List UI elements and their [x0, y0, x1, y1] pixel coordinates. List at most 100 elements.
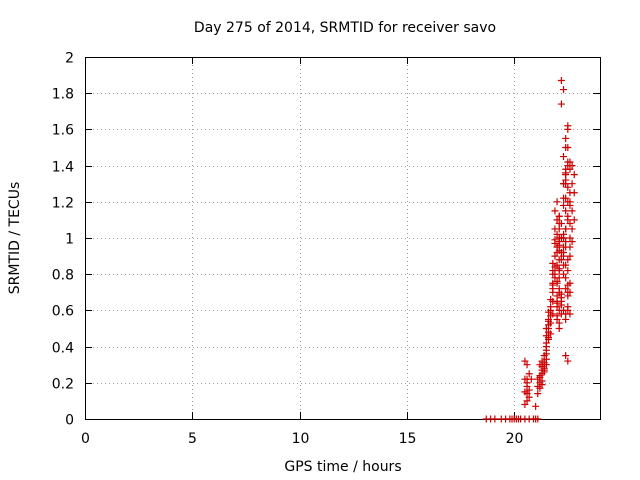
- data-point: [525, 370, 533, 378]
- data-point: [562, 285, 570, 293]
- data-point: [570, 216, 578, 224]
- data-point: [566, 310, 574, 318]
- data-point: [566, 220, 574, 228]
- data-point: [555, 274, 563, 282]
- data-point: [564, 158, 572, 166]
- data-point: [525, 393, 533, 401]
- data-point: [538, 366, 546, 374]
- data-point: [560, 86, 568, 94]
- data-point: [562, 180, 570, 188]
- data-point: [523, 375, 531, 383]
- data-point: [566, 198, 574, 206]
- x-tick-label-3: 15: [399, 431, 417, 447]
- data-point: [523, 390, 531, 398]
- data-point: [557, 77, 565, 85]
- data-point: [491, 415, 499, 423]
- data-point: [553, 198, 561, 206]
- data-point: [547, 303, 555, 311]
- data-point: [534, 415, 542, 423]
- data-point: [555, 238, 563, 246]
- axis-ticks: 00.20.40.60.811.21.41.61.820 5 10 15 20: [52, 51, 600, 447]
- data-point: [547, 330, 555, 338]
- data-point: [551, 236, 559, 244]
- data-point: [536, 373, 544, 381]
- data-point: [562, 352, 570, 360]
- data-point: [568, 207, 576, 215]
- data-point: [562, 169, 570, 177]
- y-tick-label-8: 1.6: [52, 123, 74, 139]
- data-point: [564, 292, 572, 300]
- data-point: [538, 377, 546, 385]
- data-point: [532, 402, 540, 410]
- data-point: [564, 183, 572, 191]
- data-point: [570, 171, 578, 179]
- data-point: [545, 317, 552, 325]
- x-tick-label-2: 10: [292, 431, 310, 447]
- data-point: [525, 386, 533, 394]
- x-tick-label-0: 0: [81, 431, 90, 447]
- data-point: [557, 220, 565, 228]
- data-point: [547, 296, 555, 304]
- data-point: [566, 234, 574, 242]
- data-point: [564, 357, 572, 365]
- y-tick-label-9: 1.8: [52, 87, 74, 103]
- data-point: [553, 230, 561, 238]
- data-point: [540, 359, 548, 367]
- data-point: [542, 332, 550, 340]
- data-point: [566, 288, 574, 296]
- data-point: [564, 306, 572, 314]
- data-point: [553, 216, 561, 224]
- data-point: [553, 279, 561, 287]
- x-axis-label: GPS time / hours: [284, 459, 401, 475]
- data-point: [549, 281, 557, 289]
- data-point: [547, 312, 555, 320]
- data-point: [564, 281, 572, 289]
- chart-title: Day 275 of 2014, SRMTID for receiver sav…: [194, 20, 496, 36]
- data-point: [523, 382, 531, 390]
- x-tick-label-1: 5: [188, 431, 197, 447]
- data-point: [564, 212, 572, 220]
- data-point: [564, 256, 572, 264]
- data-point: [545, 335, 552, 343]
- data-point: [555, 285, 563, 293]
- data-point: [521, 401, 529, 409]
- data-point: [545, 308, 552, 316]
- data-point: [564, 122, 572, 130]
- plot-frame: [85, 57, 601, 420]
- data-point: [557, 290, 565, 298]
- data-point: [553, 312, 561, 320]
- data-point: [560, 270, 568, 278]
- data-point: [553, 303, 561, 311]
- data-point: [562, 274, 570, 282]
- data-point: [536, 384, 544, 392]
- data-point: [568, 225, 576, 233]
- data-point: [560, 261, 568, 269]
- data-point: [553, 243, 561, 251]
- data-point: [555, 267, 563, 275]
- data-point: [557, 256, 565, 264]
- data-point: [566, 243, 574, 251]
- y-tick-label-7: 1.4: [52, 160, 74, 176]
- y-tick-label-6: 1.2: [52, 196, 74, 212]
- data-point: [555, 325, 563, 332]
- data-point: [560, 194, 568, 202]
- data-point: [562, 225, 570, 233]
- data-point: [560, 153, 568, 161]
- data-point: [568, 162, 576, 170]
- data-point: [551, 263, 559, 271]
- data-point: [557, 100, 565, 108]
- data-point: [560, 201, 568, 209]
- data-point: [564, 144, 572, 151]
- data-point: [560, 252, 568, 260]
- data-point: [570, 189, 578, 197]
- data-point: [551, 252, 559, 260]
- y-tick-label-4: 0.8: [52, 268, 74, 284]
- y-axis-label: SRMTID / TECUs: [7, 182, 23, 295]
- data-point: [557, 248, 565, 256]
- y-tick-label-10: 2: [65, 51, 74, 67]
- data-point: [568, 180, 576, 188]
- data-point: [549, 259, 557, 267]
- data-point: [562, 207, 570, 215]
- data-point: [555, 212, 563, 220]
- data-point: [566, 252, 574, 260]
